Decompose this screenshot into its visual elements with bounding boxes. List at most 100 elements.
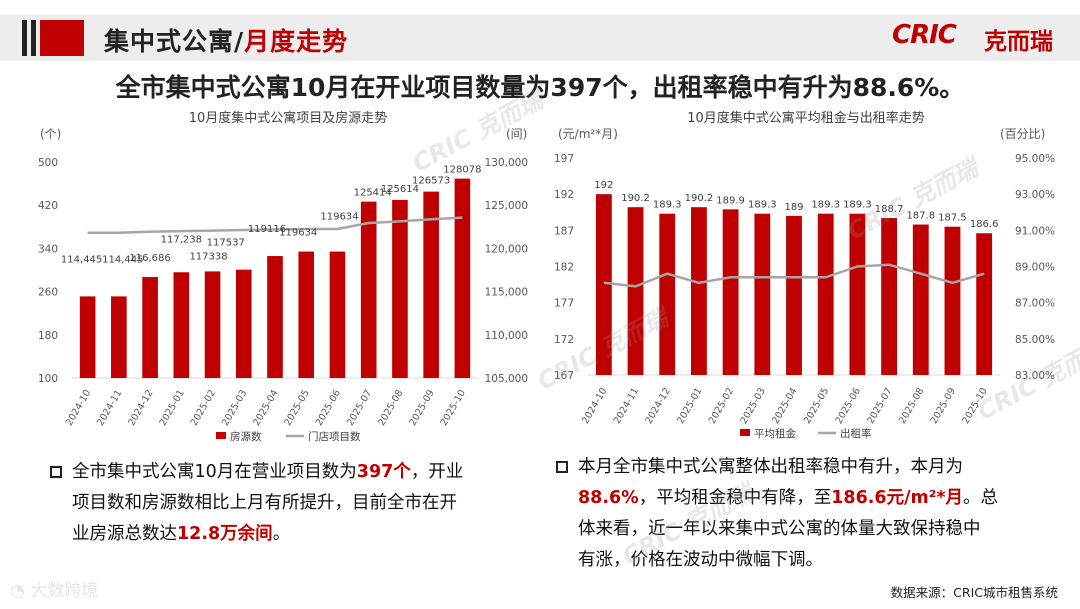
bullet-marker-left: [50, 466, 62, 478]
left-tick-label: 420: [38, 200, 58, 212]
bullet-line: 项目数和房源数相比上月有所提升，目前全市在开: [72, 488, 463, 519]
bar: [267, 256, 283, 378]
bar-data-label: 125414: [354, 188, 392, 199]
x-tick-label: 2025-09: [929, 386, 958, 426]
bar-data-label: 125614: [381, 184, 419, 195]
x-tick-label: 2025-05: [282, 388, 311, 428]
x-tick-label: 2025-03: [220, 388, 249, 428]
wechat-logo-icon: ◔: [10, 581, 31, 601]
right-tick-label: 105,000: [485, 373, 528, 385]
bullet-line: 业房源总数达12.8万余间。: [72, 519, 463, 550]
right-tick-label: 130,000: [485, 157, 528, 169]
bar: [142, 277, 158, 378]
x-tick-label: 2025-04: [770, 386, 799, 426]
right-tick-label: 125,000: [485, 200, 528, 212]
charts-area: 10月度集中式公寓项目及房源走势 (个) (间) 100 180 260 340 420 500…: [38, 110, 1055, 443]
bar: [627, 207, 644, 375]
x-tick-label: 2025-07: [865, 386, 894, 426]
highlight-text: 397个: [356, 462, 411, 482]
bar-data-label: 117537: [207, 238, 245, 249]
body-text: 有涨，价格在波动中微幅下调。: [578, 550, 823, 570]
bar-data-label: 186.6: [970, 219, 999, 230]
bar-data-label: 190.2: [685, 193, 714, 204]
bar: [659, 213, 676, 375]
series-line: [87, 216, 463, 234]
highlight-text: 88.6%: [578, 488, 639, 508]
bar-data-label: 188.7: [875, 204, 904, 215]
left-tick-label: 180: [38, 330, 58, 342]
x-tick-label: 2025-04: [251, 388, 280, 428]
header-accent-icon: [22, 20, 84, 56]
right-tick-label: 87.00%: [1015, 298, 1055, 310]
body-text: 。: [272, 524, 291, 544]
left-axis-unit: (元/m²*月): [558, 127, 618, 141]
bar-data-label: 187.5: [938, 213, 967, 224]
bullet-line: 88.6%，平均租金稳中有降，至186.6元/m²*月。总: [578, 483, 998, 514]
x-tick-label: 2024-12: [126, 388, 155, 428]
bar-data-label: 117338: [189, 251, 227, 262]
bullet-text-right: 本月全市集中式公寓整体出租率稳中有升，本月为 88.6%，平均租金稳中有降，至18…: [578, 452, 998, 576]
header-bar: 集中式公寓/月度走势 CRIC 克而瑞: [0, 0, 1080, 70]
bar-data-label: 119634: [320, 212, 358, 223]
bar: [173, 272, 190, 378]
x-tick-label: 2024-11: [95, 388, 124, 428]
bar-data-label: 189.3: [653, 200, 682, 211]
right-axis-unit: (百分比): [1000, 127, 1045, 141]
left-tick-label: 177: [554, 298, 574, 310]
bar: [79, 296, 96, 378]
x-tick-label: 2025-02: [707, 386, 736, 426]
legend-label-bar: 房源数: [230, 430, 262, 443]
bar: [360, 201, 377, 378]
left-tick-label: 340: [38, 243, 58, 255]
right-axis-unit: (间): [506, 127, 527, 141]
bar: [298, 251, 315, 378]
bar-data-label: 116,686: [129, 253, 170, 264]
legend-label-line: 门店项目数: [308, 430, 361, 443]
x-tick-label: 2025-06: [834, 386, 863, 426]
chart-title: 10月度集中式公寓平均租金与出租率走势: [687, 110, 925, 126]
left-tick-label: 500: [38, 157, 58, 169]
left-tick-label: 260: [38, 287, 58, 299]
bar: [849, 213, 866, 375]
x-tick-label: 2024-11: [612, 386, 641, 426]
right-tick-label: 85.00%: [1015, 334, 1055, 346]
bar-data-label: 189.9: [716, 195, 745, 206]
bar: [595, 194, 612, 375]
brand-logo-latin: CRIC: [892, 20, 957, 50]
body-text: 体来看，近一年以来集中式公寓的体量大致保持稳中: [578, 519, 981, 539]
bar-data-label: 117,238: [161, 234, 202, 245]
left-tick-label: 100: [38, 373, 58, 385]
body-text: 本月全市集中式公寓整体出租率稳中有升，本月为: [578, 457, 963, 477]
bar: [817, 213, 834, 375]
x-tick-label: 2025-03: [739, 386, 768, 426]
bullet-line: 全市集中式公寓10月在营业项目数为397个，开业: [72, 457, 463, 488]
bar-data-label: 192: [594, 180, 613, 191]
bar-data-label: 128078: [443, 165, 481, 176]
x-tick-label: 2025-05: [802, 386, 831, 426]
bar: [944, 226, 961, 375]
bar: [111, 296, 127, 378]
left-tick-label: 192: [554, 189, 574, 201]
chart-title: 10月度集中式公寓项目及房源走势: [189, 110, 388, 126]
x-tick-label: 2024-10: [64, 388, 93, 428]
bar-data-label: 189.3: [843, 200, 872, 211]
left-tick-label: 187: [554, 225, 574, 237]
legend-label-bar: 平均租金: [754, 427, 796, 440]
bullet-line: 本月全市集中式公寓整体出租率稳中有升，本月为: [578, 452, 998, 483]
left-tick-label: 197: [554, 153, 574, 165]
bullet-marker-right: [556, 461, 568, 473]
bar: [392, 199, 408, 378]
data-source: 数据来源：CRIC城市租售系统: [890, 585, 1058, 600]
bar-data-label: 114,445: [61, 254, 102, 265]
left-tick-label: 167: [554, 370, 574, 382]
x-tick-label: 2025-06: [314, 388, 343, 428]
x-tick-label: 2025-01: [158, 388, 187, 428]
bullet-text-left: 全市集中式公寓10月在营业项目数为397个，开业 项目数和房源数相比上月有所提升，…: [72, 457, 463, 550]
bar: [754, 213, 771, 375]
bar-data-label: 114,445: [102, 254, 143, 265]
x-tick-label: 2025-09: [407, 388, 436, 428]
right-tick-label: 115,000: [485, 287, 528, 299]
header-stripe: [0, 15, 1080, 61]
bar: [204, 271, 221, 378]
x-tick-label: 2025-02: [189, 388, 218, 428]
